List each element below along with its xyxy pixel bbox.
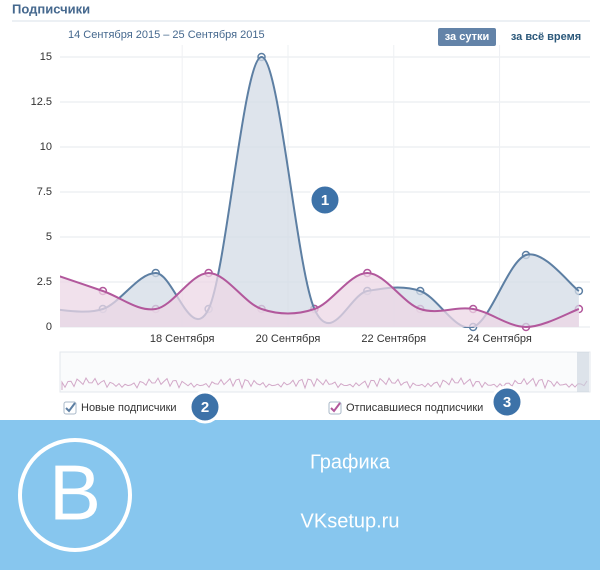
x-tick-label: 24 Сентября — [467, 333, 532, 345]
banner-site: VKsetup.ru — [301, 510, 400, 532]
navigator-preview — [61, 377, 588, 390]
y-tick-label: 0 — [46, 321, 52, 333]
y-tick-label: 10 — [40, 141, 52, 153]
y-tick-label: 5 — [46, 231, 52, 243]
annotation-badge — [308, 183, 342, 217]
legend-label[interactable]: Новые подписчики — [81, 402, 177, 414]
annotation-badge — [188, 390, 222, 424]
series-area — [60, 57, 579, 328]
annotation-number: 3 — [503, 394, 511, 411]
x-tick-label: 22 Сентября — [361, 333, 426, 345]
legend-label[interactable]: Отписавшиеся подписчики — [346, 402, 483, 414]
date-range: 14 Сентября 2015 – 25 Сентября 2015 — [68, 29, 265, 41]
logo-ring — [18, 438, 132, 552]
logo-letter: В — [49, 449, 101, 537]
day-button-label[interactable]: за сутки — [445, 31, 490, 43]
banner-title: Графика — [310, 451, 391, 473]
y-tick-label: 7.5 — [37, 186, 52, 198]
y-tick-label: 2.5 — [37, 276, 52, 288]
annotation-number: 2 — [201, 399, 209, 416]
legend-check — [65, 402, 76, 413]
y-tick-label: 15 — [40, 51, 52, 63]
section-title: Подписчики — [12, 1, 90, 16]
series-line — [60, 271, 580, 328]
legend-check — [330, 402, 341, 413]
x-tick-label: 18 Сентября — [150, 333, 215, 345]
navigator-handle[interactable] — [577, 352, 589, 392]
x-tick-label: 20 Сентября — [256, 333, 321, 345]
plot-clipped — [60, 55, 580, 328]
all-time-button[interactable]: за всё время — [511, 31, 581, 43]
y-tick-label: 12.5 — [31, 96, 52, 108]
annotation-number: 1 — [321, 192, 329, 209]
series-area — [60, 273, 579, 327]
day-button[interactable] — [438, 28, 496, 46]
annotation-badge — [490, 385, 524, 419]
